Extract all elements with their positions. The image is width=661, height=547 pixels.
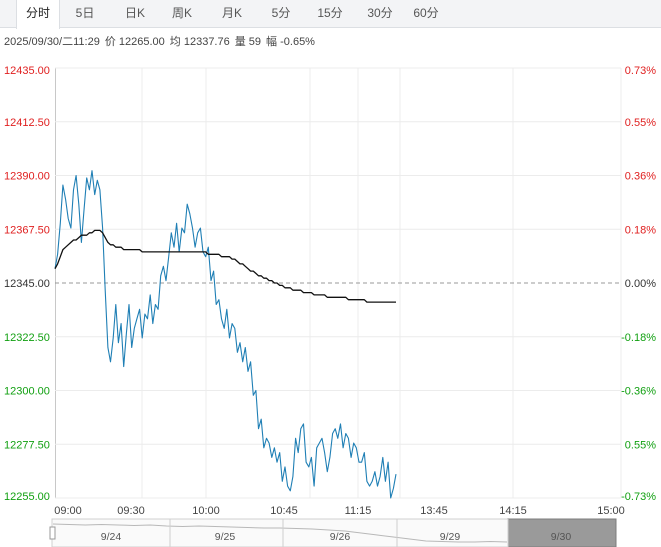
info-change-label: 幅 xyxy=(266,36,278,48)
price-tick-label: 12435.00 xyxy=(4,65,50,77)
price-tick-label: 12412.50 xyxy=(4,117,50,129)
info-price-label: 价 xyxy=(104,36,116,48)
tab-intraday[interactable]: 分时 xyxy=(16,0,60,29)
navigator-date-label: 9/24 xyxy=(101,531,122,543)
tab-daily-k[interactable]: 日K xyxy=(124,6,145,20)
navigator-selected-window xyxy=(507,518,617,547)
percent-tick-label: -0.18% xyxy=(621,332,656,344)
navigator-date-label: 9/26 xyxy=(330,531,351,543)
time-tick-label: 13:45 xyxy=(420,505,448,517)
time-tick-label: 10:00 xyxy=(192,505,220,517)
price-axis: 12435.00 12412.50 12390.00 12367.50 12345.00… xyxy=(4,65,50,503)
time-axis: 09:00 09:30 10:00 10:45 11:15 13:45 14:15 15:00 xyxy=(54,505,625,517)
percent-tick-label: 0.36% xyxy=(625,171,656,183)
average-price-line xyxy=(54,229,396,303)
time-tick-label: 15:00 xyxy=(597,505,625,517)
info-change: -0.65% xyxy=(280,36,315,48)
time-tick-label: 14:15 xyxy=(499,505,527,517)
info-price: 12265.00 xyxy=(118,36,165,48)
navigator-date-label: 9/25 xyxy=(215,531,236,543)
percent-tick-label: 0.55% xyxy=(625,439,656,451)
percent-tick-label: 0.18% xyxy=(625,224,656,236)
info-volume-label: 量 xyxy=(234,36,246,48)
tab-weekly-k[interactable]: 周K xyxy=(171,6,192,20)
price-tick-label: 12345.00 xyxy=(4,278,50,290)
price-line xyxy=(54,170,397,499)
time-tick-label: 09:30 xyxy=(117,505,145,517)
info-volume: 59 xyxy=(248,36,262,48)
info-datetime: 2025/09/30/二11:29 xyxy=(4,36,100,48)
price-tick-label: 12255.00 xyxy=(4,491,50,503)
percent-tick-label: 0.00% xyxy=(625,278,656,290)
time-tick-label: 11:15 xyxy=(345,505,372,517)
tab-60-min[interactable]: 60分 xyxy=(413,6,439,20)
chart-series xyxy=(54,170,397,499)
price-tick-label: 12367.50 xyxy=(4,224,50,236)
time-tick-label: 10:45 xyxy=(270,505,298,517)
tab-5-min[interactable]: 5分 xyxy=(271,6,291,20)
price-tick-label: 12300.00 xyxy=(4,386,50,398)
navigator-date-label: 9/29 xyxy=(440,531,461,543)
navigator-date-label: 9/30 xyxy=(551,531,572,543)
info-avg: 12337.76 xyxy=(183,36,230,48)
range-navigator[interactable]: 9/24 9/25 9/26 9/29 9/30 xyxy=(49,518,617,547)
quote-info-bar: 2025/09/30/二11:29 价 12265.00 均 12337.76 量 5… xyxy=(4,33,315,49)
navigator-history-line xyxy=(52,523,508,543)
info-avg-label: 均 xyxy=(169,36,181,48)
percent-axis: 0.73% 0.55% 0.36% 0.18% 0.00% -0.18% -0.36% 0.5… xyxy=(621,65,656,503)
time-tick-label: 09:00 xyxy=(54,505,82,517)
tab-30-min[interactable]: 30分 xyxy=(367,6,393,20)
intraday-chart: 12435.00 12412.50 12390.00 12367.50 12345.00… xyxy=(4,65,656,547)
price-tick-label: 12277.50 xyxy=(4,439,50,451)
percent-tick-label: -0.73% xyxy=(621,491,656,503)
chart-grid xyxy=(55,67,622,499)
price-tick-label: 12322.50 xyxy=(4,332,50,344)
tab-5-day[interactable]: 5日 xyxy=(75,6,95,20)
percent-tick-label: 0.73% xyxy=(625,65,656,77)
tab-monthly-k[interactable]: 月K xyxy=(221,6,242,20)
chart-period-tabs: 分时 5日 日K 周K 月K 5分 15分 30分 60分 xyxy=(0,0,661,29)
tab-15-min[interactable]: 15分 xyxy=(317,6,343,20)
percent-tick-label: -0.36% xyxy=(621,386,656,398)
price-tick-label: 12390.00 xyxy=(4,171,50,183)
percent-tick-label: 0.55% xyxy=(625,117,656,129)
navigator-left-handle xyxy=(49,526,56,540)
